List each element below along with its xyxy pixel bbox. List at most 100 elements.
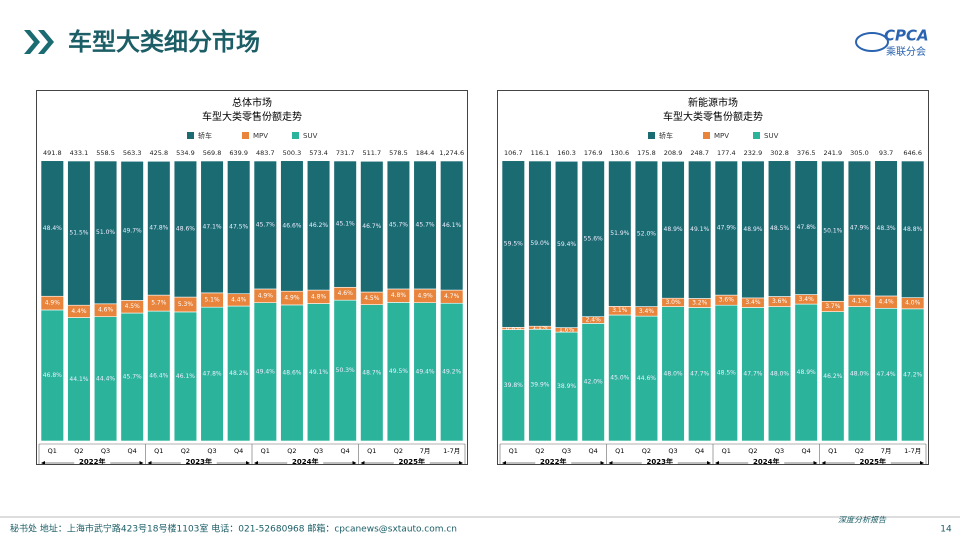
- bar-segment: [581, 160, 605, 317]
- legend-swatch: [648, 132, 655, 139]
- value-label: 4.6%: [98, 307, 114, 314]
- chevron-icon: [24, 30, 54, 54]
- bar-segment: [147, 160, 171, 296]
- x-tick-label: Q3: [775, 447, 784, 455]
- total-label: 116.1: [531, 149, 550, 157]
- total-label: 305.0: [850, 149, 869, 157]
- value-label: 4.1%: [852, 297, 868, 304]
- value-label: 5.1%: [204, 297, 220, 304]
- value-label: 4.4%: [878, 299, 894, 306]
- x-tick-label: Q4: [234, 447, 243, 455]
- total-label: 376.5: [797, 149, 816, 157]
- chart-title: 新能源市场: [688, 96, 738, 109]
- bar-segment: [93, 160, 118, 305]
- bar-segment: [67, 160, 91, 306]
- x-tick-label: Q2: [74, 447, 83, 455]
- total-label: 177.4: [717, 149, 736, 157]
- value-label: 48.0%: [850, 370, 869, 377]
- value-label: 48.6%: [176, 226, 195, 233]
- page-number: 14: [940, 525, 952, 535]
- total-label: 534.9: [176, 149, 195, 157]
- total-label: 563.3: [123, 149, 142, 157]
- total-label: 160.3: [557, 149, 576, 157]
- value-label: 46.6%: [282, 222, 301, 229]
- value-label: 49.1%: [690, 226, 709, 233]
- value-label: 46.4%: [149, 373, 168, 380]
- value-label: 48.0%: [770, 370, 789, 377]
- value-label: 3.0%: [665, 299, 681, 306]
- bar-segment: [280, 160, 304, 292]
- value-label: 44.6%: [637, 375, 656, 382]
- total-label: 1,274.6: [439, 149, 464, 157]
- value-label: 4.4%: [231, 296, 247, 303]
- value-label: 4.9%: [45, 300, 61, 307]
- chart-title: 总体市场: [232, 96, 272, 109]
- value-label: 47.7%: [690, 371, 709, 378]
- value-label: 48.9%: [797, 369, 816, 376]
- value-label: 4.8%: [391, 292, 407, 299]
- legend-label: MPV: [714, 132, 729, 140]
- value-label: 47.9%: [717, 225, 736, 232]
- value-label: 4.5%: [125, 303, 141, 310]
- value-label: 4.9%: [417, 292, 433, 299]
- x-tick-label: Q1: [615, 447, 624, 455]
- bar-segment: [501, 160, 525, 328]
- total-label: 106.7: [504, 149, 523, 157]
- footer-address: 秘书处 地址：上海市武宁路423号18号楼1103室 电话：021-526809…: [10, 523, 457, 535]
- value-label: 48.9%: [664, 226, 683, 233]
- bar-segment: [173, 160, 198, 298]
- bar-segment: [874, 160, 898, 297]
- total-label: 208.9: [664, 149, 683, 157]
- value-label: 4.9%: [284, 295, 300, 302]
- chart-panel: 新能源市场 车型大类零售份额走势 轿车 MPV SUV 106.7 39.8% 0.8% 59.…: [497, 90, 929, 466]
- bar-segment: [227, 160, 251, 295]
- bar-segment: [767, 160, 792, 297]
- bar-segment: [333, 160, 357, 288]
- value-label: 49.1%: [309, 369, 328, 376]
- value-label: 48.9%: [743, 226, 762, 233]
- x-tick-label: Q2: [181, 447, 190, 455]
- value-label: 48.8%: [903, 226, 922, 233]
- x-tick-label: Q1: [722, 447, 731, 455]
- value-label: 48.0%: [664, 370, 683, 377]
- value-label: 45.0%: [610, 375, 629, 382]
- value-label: 44.4%: [96, 375, 115, 382]
- legend-swatch: [292, 132, 299, 139]
- value-label: 4.9%: [258, 292, 274, 299]
- x-tick-label: Q3: [207, 447, 216, 455]
- group-label: 2023年: [647, 457, 673, 464]
- page-title: 车型大类细分市场: [68, 28, 260, 56]
- total-label: 184.4: [416, 149, 435, 157]
- footer-report: 深度分析报告: [838, 516, 887, 525]
- group-label: 2024年: [753, 457, 779, 464]
- total-label: 241.9: [824, 149, 843, 157]
- bar-segment: [634, 160, 659, 307]
- value-label: 42.0%: [584, 379, 603, 386]
- total-label: 425.8: [150, 149, 169, 157]
- x-tick-label: Q1: [509, 447, 518, 455]
- bar-segment: [120, 160, 144, 301]
- value-label: 50.3%: [336, 367, 355, 374]
- x-tick-label: Q3: [668, 447, 677, 455]
- bar-segment: [901, 160, 925, 298]
- x-tick-label: 1-7月: [904, 447, 921, 455]
- value-label: 2.4%: [586, 317, 602, 324]
- x-tick-label: Q4: [128, 447, 137, 455]
- value-label: 48.4%: [43, 225, 62, 232]
- group-label: 2022年: [540, 457, 566, 464]
- value-label: 4.6%: [338, 290, 354, 297]
- group-label: 2025年: [399, 457, 425, 464]
- value-label: 3.1%: [612, 307, 628, 314]
- value-label: 38.9%: [557, 383, 576, 390]
- value-label: 47.1%: [203, 223, 222, 230]
- value-label: 3.6%: [772, 298, 788, 305]
- total-label: 578.5: [389, 149, 408, 157]
- legend-swatch: [753, 132, 760, 139]
- value-label: 59.4%: [557, 241, 576, 248]
- x-tick-label: Q2: [394, 447, 403, 455]
- x-tick-label: Q3: [314, 447, 323, 455]
- value-label: 4.0%: [905, 300, 921, 307]
- value-label: 49.2%: [442, 369, 461, 376]
- bar-segment: [386, 160, 411, 290]
- legend-label: SUV: [764, 132, 779, 140]
